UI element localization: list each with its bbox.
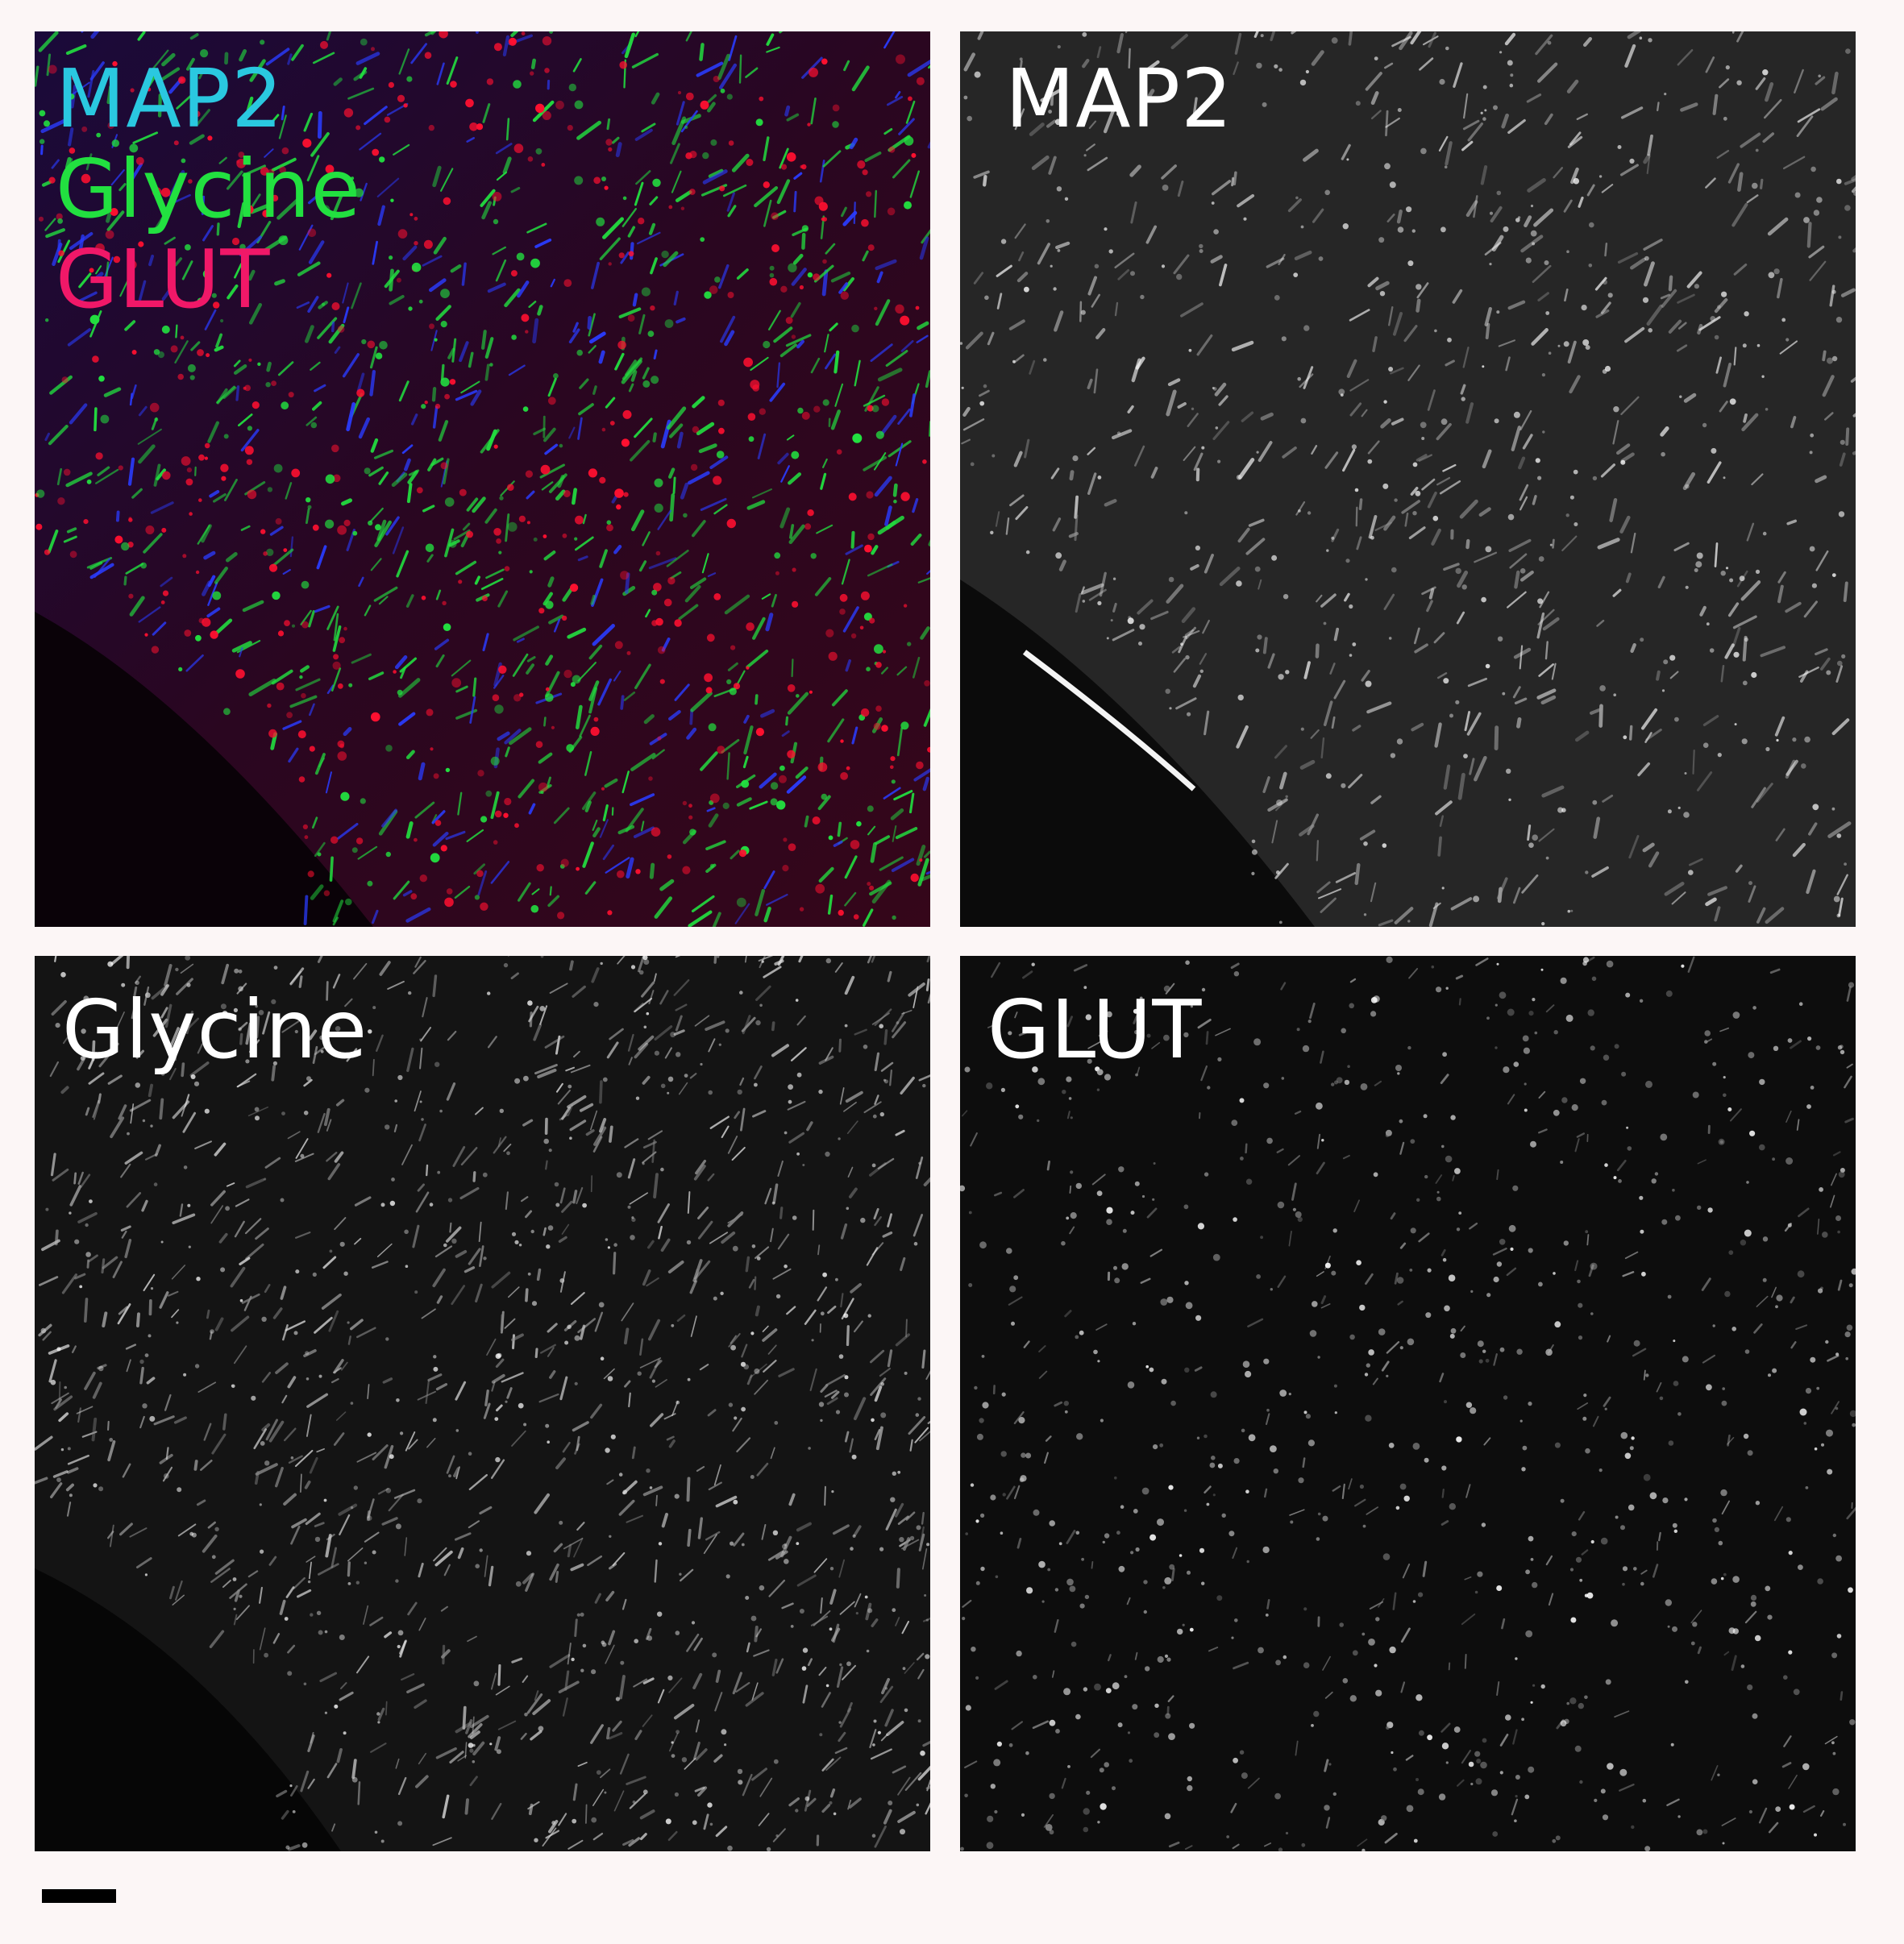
legend-map2: MAP2 [56, 52, 284, 146]
map2-micrograph [960, 31, 1856, 927]
scale-bar [42, 1889, 116, 1903]
glut-label: GLUT [987, 982, 1203, 1077]
merge-micrograph [35, 31, 930, 927]
merge-image-panel: MAP2 Glycine GLUT [35, 31, 930, 927]
glycine-micrograph [35, 956, 930, 1851]
merge-fibers [35, 31, 930, 927]
glut-image-panel: GLUT [960, 956, 1856, 1851]
map2-label: MAP2 [1005, 52, 1233, 146]
map2-fibers [960, 31, 1856, 927]
merge-legend: MAP2 Glycine GLUT [56, 54, 361, 325]
glycine-fibers [35, 956, 930, 1851]
glut-puncta [960, 956, 1856, 1851]
legend-glycine: Glycine [56, 142, 362, 236]
glycine-image-panel: Glycine [35, 956, 930, 1851]
glycine-label: Glycine [62, 982, 368, 1077]
legend-glut: GLUT [56, 232, 271, 326]
map2-image-panel: MAP2 [960, 31, 1856, 927]
glut-micrograph [960, 956, 1856, 1851]
